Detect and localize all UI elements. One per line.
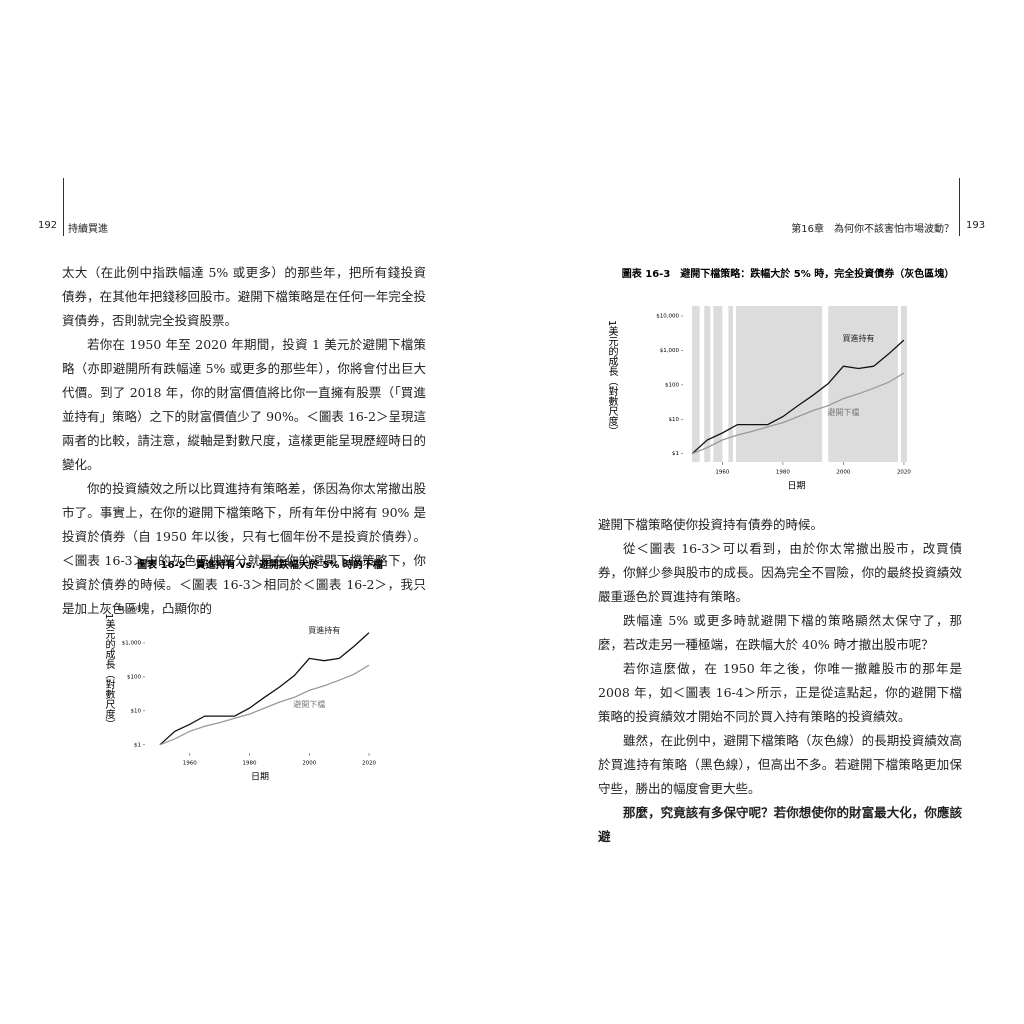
paragraph: 避開下檔策略使你投資持有債券的時候。: [598, 517, 824, 532]
text-column: 太大（在此例中指跌幅達 5% 或更多）的那些年，把所有錢投資債券，在其他年把錢移…: [62, 261, 426, 621]
y-tick-label: $10,000: [118, 606, 141, 612]
paragraph: 跌幅達 5% 或更多時就避開下檔的策略顯然太保守了，那麼，若改走另一種極端，在跌…: [598, 613, 962, 652]
series-line: [159, 664, 370, 746]
y-tick-label: $1,000: [660, 348, 680, 354]
shaded-region: [828, 306, 898, 462]
figure: 圖表 16-2 買進持有 vs. 避開跌幅大於 5% 時的下檔 1美元的成長（對數…: [103, 558, 383, 783]
x-tick-label: 2000: [302, 761, 316, 767]
shaded-region: [704, 306, 711, 462]
page-number: 193: [966, 220, 986, 231]
paragraph: 那麼，究竟該有多保守呢？若你想使你的財富最大化，你應該避: [598, 805, 962, 844]
series-line: [691, 339, 905, 455]
header-rule: [63, 178, 64, 236]
y-tick-label: $1: [134, 742, 141, 748]
x-tick-label: 1980: [776, 470, 790, 476]
series-label: 避開下檔: [293, 699, 325, 709]
paragraph: 從＜圖表 16-3＞可以看到，由於你太常撤出股市，改買債券，你鮮少參與股市的成長…: [598, 541, 962, 604]
y-tick-label: $10: [669, 417, 680, 423]
paragraph: 雖然，在此例中，避開下檔策略（灰色線）的長期投資績效高於買進持有策略（黑色線），…: [598, 733, 962, 796]
x-tick-label: 1980: [243, 761, 257, 767]
page-number: 192: [38, 220, 58, 231]
paragraph: 若你這麼做，在 1950 年之後，你唯一撤離股市的那年是 2008 年，如＜圖表…: [598, 661, 962, 724]
y-tick-label: $100: [127, 674, 141, 680]
figure-title: 圖表 16-3 避開下檔策略：跌幅大於 5% 時，完全投資債券（灰色區塊）: [622, 267, 954, 280]
series-label: 買進持有: [843, 333, 875, 343]
header-rule: [959, 178, 960, 236]
paragraph: 太大（在此例中指跌幅達 5% 或更多）的那些年，把所有錢投資債券，在其他年把錢移…: [62, 265, 426, 328]
x-tick-label: 2020: [897, 470, 911, 476]
y-tick-label: $100: [665, 382, 679, 388]
shaded-region: [900, 306, 907, 462]
figure: 圖表 16-3 避開下檔策略：跌幅大於 5% 時，完全投資債券（灰色區塊） 1美元…: [606, 267, 954, 492]
series-label: 避開下檔: [827, 407, 859, 417]
text-column: 避開下檔策略使你投資持有債券的時候。 從＜圖表 16-3＞可以看到，由於你太常撤…: [598, 513, 962, 849]
series-label: 買進持有: [308, 625, 340, 635]
y-tick-label: $1: [672, 451, 679, 457]
series-line: [159, 632, 370, 746]
x-axis-label: 日期: [787, 481, 805, 492]
shaded-region: [692, 306, 700, 462]
x-tick-label: 1960: [183, 761, 197, 767]
y-axis-label: 1美元的成長（對數尺度）: [103, 613, 115, 729]
paragraph: 你的投資績效之所以比買進持有策略差，係因為你太常撤出股市了。事實上，在你的避開下…: [62, 481, 426, 616]
x-tick-label: 2000: [836, 470, 850, 476]
y-tick-label: $1,000: [122, 640, 142, 646]
x-axis-label: 日期: [251, 772, 269, 783]
running-head: 第16章 為何你不該害怕市場波動？: [791, 224, 954, 235]
figure-title: 圖表 16-2 買進持有 vs. 避開跌幅大於 5% 時的下檔: [137, 558, 383, 571]
y-tick-label: $10,000: [656, 314, 679, 320]
shaded-region: [713, 306, 723, 462]
shaded-region: [728, 306, 733, 462]
y-tick-label: $10: [131, 708, 142, 714]
series-line: [691, 372, 905, 455]
paragraph: 若你在 1950 年至 2020 年期間，投資 1 美元於避開下檔策略（亦即避開…: [62, 337, 426, 472]
running-head: 持續買進: [68, 224, 108, 235]
y-axis-label: 1美元的成長（對數尺度）: [606, 320, 618, 436]
x-tick-label: 1960: [715, 470, 729, 476]
shaded-region: [735, 306, 823, 462]
x-tick-label: 2020: [362, 761, 376, 767]
